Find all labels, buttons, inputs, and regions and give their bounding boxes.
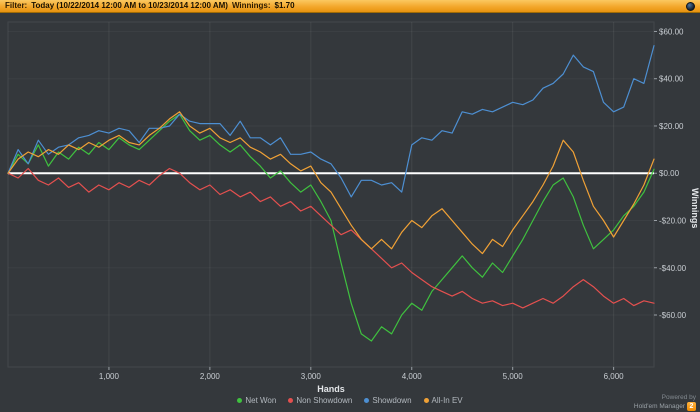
series-line-net-won bbox=[7, 113, 655, 342]
y-axis-title: Winnings bbox=[690, 187, 700, 229]
chart-legend: Net Won Non Showdown Showdown All-In EV bbox=[0, 396, 700, 405]
legend-swatch bbox=[237, 398, 243, 403]
legend-item-showdown[interactable]: Showdown bbox=[364, 396, 412, 405]
x-tick-label: 6,000 bbox=[604, 372, 625, 381]
legend-item-net-won[interactable]: Net Won bbox=[237, 396, 276, 405]
filter-label: Filter: bbox=[5, 1, 28, 10]
legend-item-all-in-ev[interactable]: All-In EV bbox=[423, 396, 463, 405]
series-line-showdown bbox=[7, 44, 655, 198]
powered-by-text: Powered by bbox=[661, 394, 696, 401]
series-line-non-showdown bbox=[7, 167, 655, 309]
series-line-all-in-ev bbox=[7, 111, 655, 255]
y-tick-label: $40.00 bbox=[659, 75, 684, 84]
legend-label: All-In EV bbox=[431, 396, 463, 405]
legend-swatch bbox=[288, 398, 294, 403]
legend-label: Showdown bbox=[372, 396, 412, 405]
y-tick-label: -$20.00 bbox=[659, 216, 687, 225]
y-tick-label: -$40.00 bbox=[659, 264, 687, 273]
legend-label: Net Won bbox=[245, 396, 277, 405]
filter-bar: Filter: Today (10/22/2014 12:00 AM to 10… bbox=[0, 0, 700, 13]
y-tick-label: $0.00 bbox=[659, 169, 680, 178]
brand-name: Hold'em Manager bbox=[633, 402, 685, 410]
plot-area-border bbox=[7, 21, 655, 368]
x-tick-label: 3,000 bbox=[301, 372, 322, 381]
powered-by: Powered by Hold'em Manager 2 bbox=[634, 394, 696, 411]
legend-label: Non Showdown bbox=[296, 396, 353, 405]
x-tick-label: 4,000 bbox=[402, 372, 423, 381]
y-tick-label: $60.00 bbox=[659, 27, 684, 36]
hm2-logo-icon: 2 bbox=[687, 402, 696, 411]
x-tick-label: 5,000 bbox=[503, 372, 524, 381]
legend-swatch bbox=[364, 398, 370, 403]
filter-value: Today (10/22/2014 12:00 AM to 10/23/2014… bbox=[31, 1, 228, 10]
legend-item-non-showdown[interactable]: Non Showdown bbox=[288, 396, 352, 405]
y-tick-label: -$60.00 bbox=[659, 311, 687, 320]
x-axis-title: Hands bbox=[317, 384, 345, 394]
panel-options-button[interactable] bbox=[686, 1, 695, 11]
y-tick-label: $20.00 bbox=[659, 122, 684, 131]
x-tick-label: 1,000 bbox=[99, 372, 120, 381]
x-tick-label: 2,000 bbox=[200, 372, 221, 381]
legend-swatch bbox=[423, 398, 429, 403]
winnings-value: $1.70 bbox=[274, 1, 295, 10]
winnings-label: Winnings: bbox=[231, 1, 271, 10]
